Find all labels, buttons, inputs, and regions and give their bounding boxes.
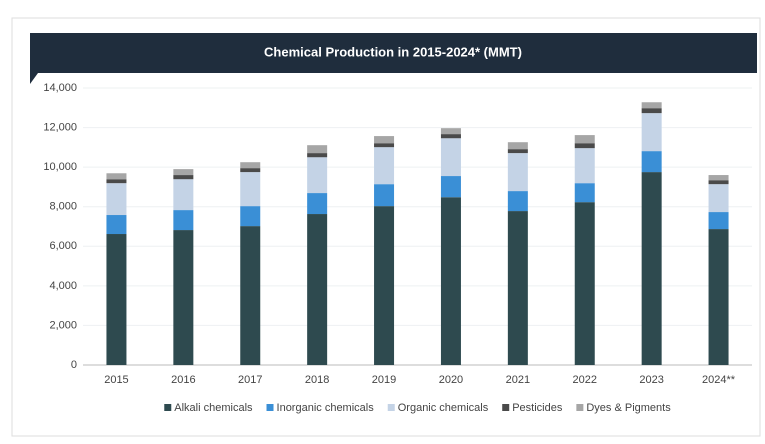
bar-segment — [240, 206, 261, 227]
bar-segment — [307, 214, 328, 365]
bar-segment — [708, 184, 729, 213]
header-bar — [30, 33, 757, 73]
bar-segment — [507, 142, 528, 150]
legend-label: Inorganic chemicals — [277, 402, 375, 414]
bar-segment — [641, 151, 662, 173]
y-tick-label: 10,000 — [43, 161, 77, 173]
x-tick-label: 2020 — [439, 374, 463, 386]
chart-title: Chemical Production in 2015-2024* (MMT) — [264, 44, 522, 59]
bar-segment — [240, 172, 261, 207]
bar-segment — [307, 157, 328, 194]
header-tab — [30, 73, 38, 84]
bar-segment — [507, 211, 528, 365]
bar-segment — [440, 197, 461, 365]
x-tick-label: 2021 — [506, 374, 530, 386]
legend-label: Organic chemicals — [398, 402, 489, 414]
bar-segment — [173, 179, 194, 211]
legend-label: Alkali chemicals — [174, 402, 253, 414]
bar-segment — [106, 179, 127, 184]
bar-segment — [374, 184, 395, 207]
x-tick-label: 2022 — [573, 374, 597, 386]
y-tick-label: 4,000 — [49, 280, 77, 292]
bar-segment — [240, 226, 261, 365]
bar-segment — [507, 191, 528, 212]
bar-segment — [708, 180, 729, 185]
bar-segment — [173, 230, 194, 365]
bar-segment — [106, 183, 127, 216]
legend-swatch — [266, 404, 274, 411]
x-tick-label: 2023 — [639, 374, 663, 386]
x-tick-label: 2016 — [171, 374, 195, 386]
y-tick-label: 12,000 — [43, 121, 77, 133]
bar-segment — [440, 176, 461, 198]
bar-segment — [374, 143, 395, 148]
bar-segment — [374, 147, 395, 185]
bar-segment — [708, 229, 729, 365]
x-tick-label: 2024** — [702, 374, 736, 386]
bar-segment — [641, 113, 662, 152]
bar-segment — [708, 175, 729, 181]
bar-segment — [641, 108, 662, 114]
bar-segment — [440, 138, 461, 177]
bar-segment — [641, 172, 662, 365]
bar-segment — [374, 136, 395, 144]
bar-segment — [440, 134, 461, 139]
bar-segment — [574, 202, 595, 365]
y-tick-label: 8,000 — [49, 201, 77, 213]
bar-segment — [173, 169, 194, 176]
x-tick-label: 2017 — [238, 374, 262, 386]
bar-segment — [507, 153, 528, 192]
bar-segment — [374, 206, 395, 365]
y-tick-label: 14,000 — [43, 82, 77, 94]
bar-segment — [574, 148, 595, 184]
bar-segment — [641, 102, 662, 109]
legend-label: Pesticides — [512, 402, 563, 414]
bar-segment — [240, 168, 261, 173]
bar-segment — [307, 145, 328, 154]
y-tick-label: 2,000 — [49, 319, 77, 331]
legend-swatch — [164, 404, 172, 411]
legend-swatch — [576, 404, 584, 411]
bar-segment — [574, 143, 595, 149]
bar-segment — [574, 183, 595, 203]
legend-swatch — [387, 404, 395, 411]
x-tick-label: 2018 — [305, 374, 329, 386]
bar-segment — [574, 135, 595, 144]
y-tick-label: 0 — [71, 359, 77, 371]
bar-segment — [106, 215, 127, 235]
y-tick-label: 6,000 — [49, 240, 77, 252]
bar-segment — [106, 234, 127, 365]
bar-segment — [307, 193, 328, 215]
bar-segment — [173, 175, 194, 180]
bar-segment — [240, 162, 261, 169]
legend-label: Dyes & Pigments — [586, 402, 671, 414]
bar-segment — [307, 153, 328, 158]
x-tick-label: 2019 — [372, 374, 396, 386]
bar-segment — [708, 212, 729, 230]
legend-swatch — [502, 404, 510, 411]
bar-segment — [173, 210, 194, 231]
bar-segment — [440, 128, 461, 135]
bar-segment — [507, 149, 528, 154]
x-tick-label: 2015 — [104, 374, 128, 386]
bar-segment — [106, 173, 127, 180]
